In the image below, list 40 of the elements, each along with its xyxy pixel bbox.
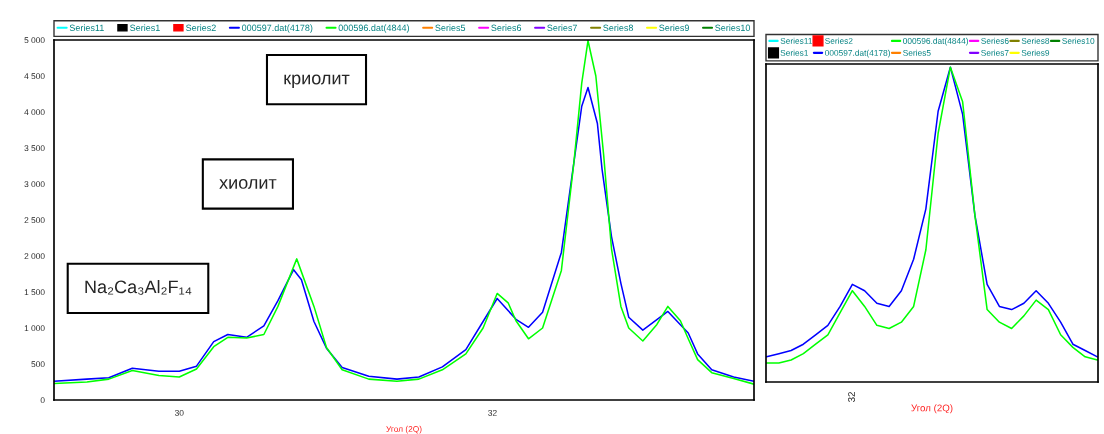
legend-label: 000597.dat(4178) (825, 49, 890, 58)
legend-label: Series6 (491, 24, 522, 31)
legend-label: Series10 (715, 24, 751, 31)
annotation: хиолит (219, 178, 277, 189)
x-tick-label: 30 (174, 409, 184, 416)
legend-label: Series8 (603, 24, 634, 31)
annotation: Na₂Ca₃Al₂F₁₄ (85, 279, 192, 295)
legend-label: Series5 (903, 49, 931, 56)
y-tick-label: 500 (31, 361, 45, 368)
legend-label: 000596.dat(4844) (903, 37, 969, 46)
legend-label: Series1 (130, 24, 160, 31)
text: 32 (848, 392, 855, 402)
y-tick-label: 1 500 (24, 289, 45, 296)
y-tick-label: 4 500 (24, 73, 45, 80)
legend-label: Series7 (981, 49, 1009, 56)
legend-label: 000596.dat(4844) (338, 24, 409, 33)
y-tick-label: 1 000 (24, 325, 45, 332)
legend-label: Series11 (69, 24, 104, 31)
x-axis-title: Угол (2Q) (386, 425, 422, 434)
legend-label: Series8 (1021, 37, 1050, 44)
y-tick-label: 4 000 (24, 109, 45, 116)
y-tick-label: 3 500 (24, 145, 45, 152)
y-tick-label: 3 000 (24, 181, 45, 188)
y-tick-label: 2 000 (24, 253, 45, 260)
y-tick-label: 5 000 (24, 37, 45, 44)
y-tick-label: 0 (40, 397, 45, 404)
y-tick-label: 2 500 (24, 217, 45, 224)
legend-label: 000597.dat(4178) (241, 24, 313, 33)
legend-label: Series9 (1021, 49, 1050, 56)
legend-label: Series1 (780, 49, 809, 56)
legend-label: Series11 (780, 37, 813, 44)
legend-label: Series2 (186, 24, 216, 31)
legend-label: Series6 (981, 37, 1009, 44)
legend-label: Series10 (1062, 37, 1095, 44)
legend-label: Series9 (659, 24, 689, 31)
x-axis-title: Угол (2Q) (911, 404, 953, 414)
legend-label: Series5 (435, 24, 466, 31)
legend-label: Series2 (825, 37, 853, 44)
legend-label: Series7 (547, 24, 577, 31)
annotation: криолит (284, 74, 350, 89)
